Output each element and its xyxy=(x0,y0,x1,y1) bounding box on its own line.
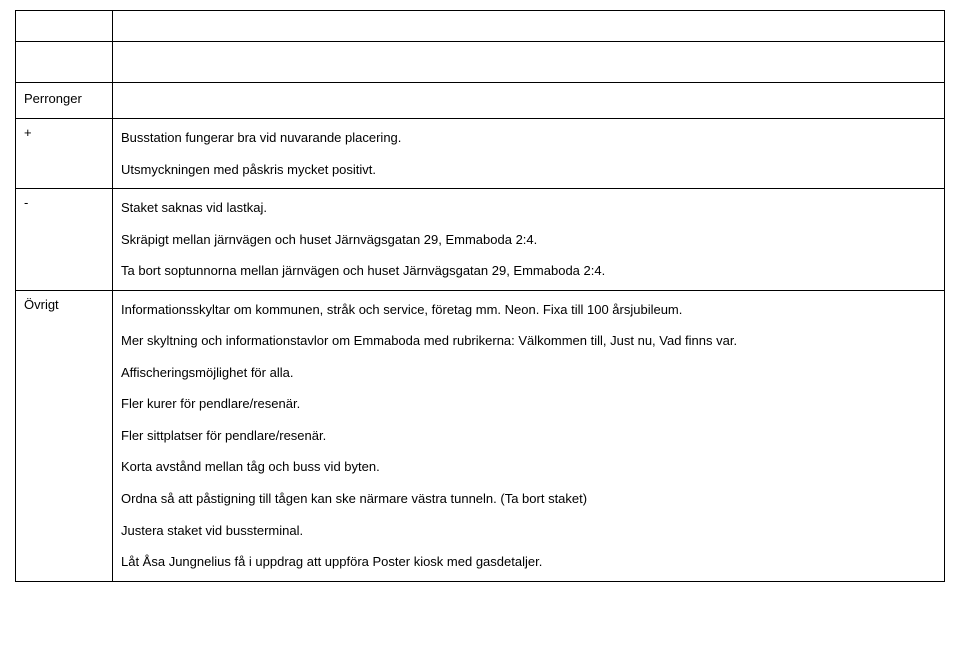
cell-blank-right xyxy=(113,42,945,83)
table-row: Övrigt Informationsskyltar om kommunen, … xyxy=(16,290,945,581)
cell-section-right xyxy=(113,83,945,119)
table-row: + Busstation fungerar bra vid nuvarande … xyxy=(16,119,945,189)
list-item: Ta bort soptunnorna mellan järnvägen och… xyxy=(121,262,936,280)
table-row: - Staket saknas vid lastkaj. Skräpigt me… xyxy=(16,189,945,291)
list-item: Fler sittplatser för pendlare/resenär. xyxy=(121,427,936,445)
list-item: Justera staket vid bussterminal. xyxy=(121,522,936,540)
row-label: + xyxy=(24,125,104,140)
cell-section-title: Perronger xyxy=(16,83,113,119)
cell-plus-content: Busstation fungerar bra vid nuvarande pl… xyxy=(113,119,945,189)
list-item: Låt Åsa Jungnelius få i uppdrag att uppf… xyxy=(121,553,936,571)
cell-blank-left xyxy=(16,42,113,83)
row-label: - xyxy=(24,195,104,210)
cell-minus-label: - xyxy=(16,189,113,291)
list-item: Utsmyckningen med påskris mycket positiv… xyxy=(121,161,936,179)
cell-plus-label: + xyxy=(16,119,113,189)
cell-empty-left xyxy=(16,11,113,42)
cell-ovrigt-content: Informationsskyltar om kommunen, stråk o… xyxy=(113,290,945,581)
list-item: Skräpigt mellan järnvägen och huset Järn… xyxy=(121,231,936,249)
document-table: Perronger + Busstation fungerar bra vid … xyxy=(15,10,945,582)
cell-empty-right xyxy=(113,11,945,42)
cell-minus-content: Staket saknas vid lastkaj. Skräpigt mell… xyxy=(113,189,945,291)
cell-ovrigt-label: Övrigt xyxy=(16,290,113,581)
list-item: Mer skyltning och informationstavlor om … xyxy=(121,332,936,350)
list-item: Affischeringsmöjlighet för alla. xyxy=(121,364,936,382)
list-item: Korta avstånd mellan tåg och buss vid by… xyxy=(121,458,936,476)
list-item: Informationsskyltar om kommunen, stråk o… xyxy=(121,301,936,319)
list-item: Staket saknas vid lastkaj. xyxy=(121,199,936,217)
list-item: Ordna så att påstigning till tågen kan s… xyxy=(121,490,936,508)
list-item: Busstation fungerar bra vid nuvarande pl… xyxy=(121,129,936,147)
row-label: Övrigt xyxy=(24,297,104,312)
section-title-text: Perronger xyxy=(24,91,104,106)
table-row xyxy=(16,11,945,42)
table-row: Perronger xyxy=(16,83,945,119)
list-item: Fler kurer för pendlare/resenär. xyxy=(121,395,936,413)
table-row xyxy=(16,42,945,83)
